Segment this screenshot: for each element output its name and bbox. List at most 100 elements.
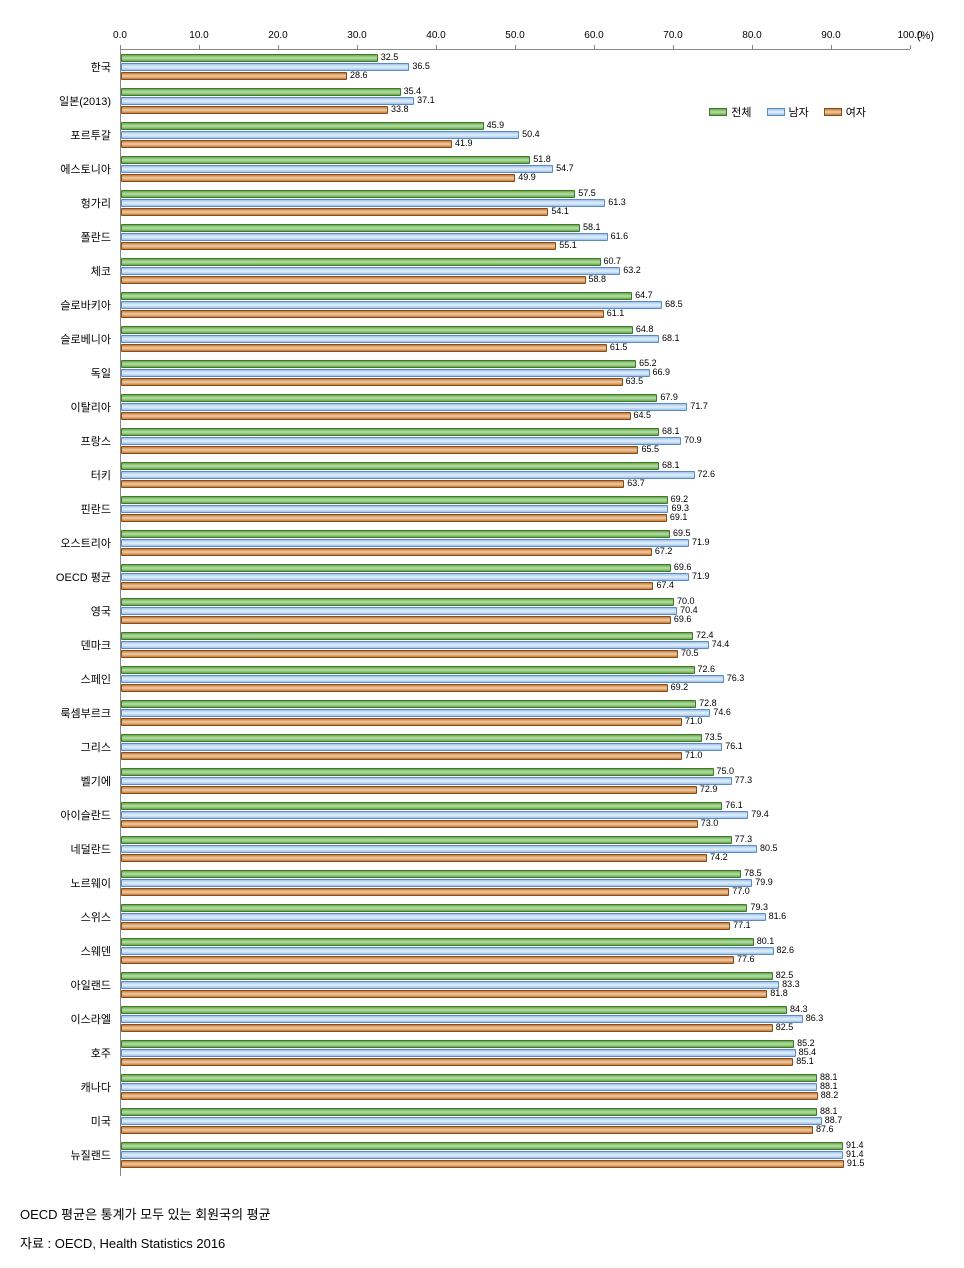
- country-label: 미국: [11, 1113, 111, 1129]
- bar-value-label: 77.0: [732, 886, 750, 896]
- legend-item-total: 전체: [709, 104, 751, 120]
- country-label: 슬로베니아: [11, 331, 111, 347]
- bar-total: [121, 496, 668, 504]
- bar-value-label: 68.1: [662, 460, 680, 470]
- country-label: 아일랜드: [11, 977, 111, 993]
- bar-value-label: 72.9: [700, 784, 718, 794]
- bar-value-label: 50.4: [522, 129, 540, 139]
- country-row: 영국70.070.469.6: [121, 594, 910, 628]
- country-label: 이스라엘: [11, 1011, 111, 1027]
- bar-value-label: 82.5: [776, 1022, 794, 1032]
- bar-total: [121, 870, 741, 878]
- bar-value-label: 64.7: [635, 290, 653, 300]
- bar-female: [121, 616, 671, 624]
- bar-male: [121, 267, 620, 275]
- bar-female: [121, 1126, 813, 1134]
- country-row: 그리스73.576.171.0: [121, 730, 910, 764]
- country-row: 슬로바키아64.768.561.1: [121, 288, 910, 322]
- x-tick-mark: [278, 45, 279, 49]
- country-row: 벨기에75.077.372.9: [121, 764, 910, 798]
- bar-group: 32.536.528.6: [121, 50, 910, 84]
- bar-female: [121, 1160, 844, 1168]
- plot-area: 0.010.020.030.040.050.060.070.080.090.01…: [120, 30, 954, 1176]
- bar-male: [121, 947, 774, 955]
- country-label: 호주: [11, 1045, 111, 1061]
- bar-value-label: 37.1: [417, 95, 435, 105]
- bar-value-label: 72.6: [698, 469, 716, 479]
- legend-item-male: 남자: [767, 104, 809, 120]
- bar-total: [121, 54, 378, 62]
- country-row: 오스트리아69.571.967.2: [121, 526, 910, 560]
- x-tick-mark: [594, 45, 595, 49]
- bar-value-label: 67.2: [655, 546, 673, 556]
- bar-value-label: 69.5: [673, 528, 691, 538]
- bar-group: 88.188.188.2: [121, 1070, 910, 1104]
- x-tick-label: 0.0: [113, 30, 127, 41]
- bar-female: [121, 72, 347, 80]
- bar-female: [121, 378, 623, 386]
- country-row: 미국88.188.787.6: [121, 1104, 910, 1138]
- country-label: 뉴질랜드: [11, 1147, 111, 1163]
- country-row: 스위스79.381.677.1: [121, 900, 910, 934]
- bar-value-label: 54.7: [556, 163, 574, 173]
- bar-total: [121, 462, 659, 470]
- x-tick-mark: [831, 45, 832, 49]
- bar-value-label: 75.0: [717, 766, 735, 776]
- bar-group: 76.179.473.0: [121, 798, 910, 832]
- bar-male: [121, 1083, 817, 1091]
- bar-value-label: 67.9: [660, 392, 678, 402]
- bar-total: [121, 836, 732, 844]
- bar-value-label: 61.1: [607, 308, 625, 318]
- bar-value-label: 71.0: [685, 750, 703, 760]
- bar-total: [121, 632, 693, 640]
- bar-total: [121, 972, 773, 980]
- bar-group: 51.854.749.9: [121, 152, 910, 186]
- bar-male: [121, 1015, 803, 1023]
- bar-value-label: 79.4: [751, 809, 769, 819]
- bar-value-label: 76.3: [727, 673, 745, 683]
- bar-total: [121, 122, 484, 130]
- bar-group: 72.874.671.0: [121, 696, 910, 730]
- bar-value-label: 36.5: [412, 61, 430, 71]
- bar-value-label: 73.0: [701, 818, 719, 828]
- country-row: 노르웨이78.579.977.0: [121, 866, 910, 900]
- bar-value-label: 71.9: [692, 571, 710, 581]
- bar-female: [121, 208, 548, 216]
- country-row: 호주85.285.485.1: [121, 1036, 910, 1070]
- bar-value-label: 71.7: [690, 401, 708, 411]
- bar-male: [121, 505, 668, 513]
- footnote-line1: OECD 평균은 통계가 모두 있는 회원국의 평균: [20, 1201, 954, 1230]
- bars-area: 한국32.536.528.6일본(2013)35.437.133.8포르투갈45…: [120, 50, 910, 1176]
- legend-label-female: 여자: [846, 104, 866, 120]
- bar-total: [121, 360, 636, 368]
- legend-item-female: 여자: [824, 104, 866, 120]
- legend-swatch-male: [767, 108, 785, 116]
- bar-total: [121, 394, 657, 402]
- bar-value-label: 61.3: [608, 197, 626, 207]
- x-tick-mark: [910, 45, 911, 49]
- bar-male: [121, 743, 722, 751]
- bar-male: [121, 913, 766, 921]
- country-label: 포르투갈: [11, 127, 111, 143]
- x-tick-mark: [752, 45, 753, 49]
- bar-group: 85.285.485.1: [121, 1036, 910, 1070]
- bar-male: [121, 437, 681, 445]
- country-row: 이탈리아67.971.764.5: [121, 390, 910, 424]
- legend: 전체 남자 여자: [701, 100, 874, 124]
- bar-group: 69.269.369.1: [121, 492, 910, 526]
- country-row: 스페인72.676.369.2: [121, 662, 910, 696]
- x-tick-label: 10.0: [189, 30, 208, 41]
- bar-female: [121, 446, 638, 454]
- bar-value-label: 61.6: [611, 231, 629, 241]
- bar-group: 79.381.677.1: [121, 900, 910, 934]
- bar-value-label: 55.1: [559, 240, 577, 250]
- country-label: 그리스: [11, 739, 111, 755]
- bar-value-label: 32.5: [381, 52, 399, 62]
- bar-male: [121, 675, 724, 683]
- country-label: 에스토니아: [11, 161, 111, 177]
- country-label: 터키: [11, 467, 111, 483]
- bar-group: 58.161.655.1: [121, 220, 910, 254]
- bar-male: [121, 165, 553, 173]
- country-label: 이탈리아: [11, 399, 111, 415]
- bar-value-label: 69.6: [674, 562, 692, 572]
